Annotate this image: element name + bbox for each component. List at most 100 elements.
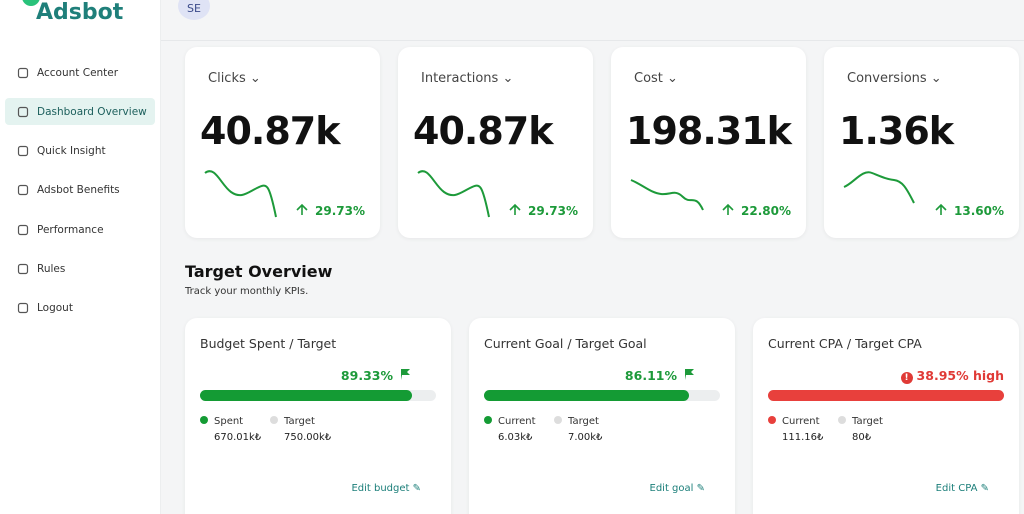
- legend-value: 6.03k₺: [498, 432, 533, 443]
- legend-name: Current: [498, 416, 536, 427]
- edit-link[interactable]: Edit CPA ✎: [935, 483, 989, 494]
- target-percent: 86.11%: [625, 368, 695, 383]
- target-card: Current Goal / Target Goal 86.11% Curren…: [469, 318, 735, 514]
- nav-item[interactable]: Dashboard Overview: [5, 98, 155, 125]
- nav-item[interactable]: Logout: [5, 294, 155, 321]
- logo: Adsbot: [36, 0, 124, 25]
- sparkline: [843, 171, 947, 215]
- nav-label: Quick Insight: [37, 144, 106, 157]
- nav-icon: [17, 67, 29, 78]
- target-percent-text: 89.33%: [340, 368, 393, 383]
- nav-icon: [17, 263, 29, 274]
- nav-label: Logout: [37, 301, 73, 314]
- legend-name: Target: [852, 416, 883, 427]
- edit-link[interactable]: Edit budget ✎: [351, 483, 421, 494]
- legend-name: Spent: [214, 416, 244, 427]
- kpi-title: Interactions ⌄: [421, 71, 514, 86]
- progress-track: [768, 390, 1004, 401]
- kpi-value: 40.87k: [200, 109, 340, 153]
- edit-link[interactable]: Edit goal ✎: [649, 483, 705, 494]
- nav-item[interactable]: Account Center: [5, 59, 155, 86]
- edit-label: Edit CPA: [935, 483, 978, 494]
- legend-item: Current: [768, 416, 820, 427]
- legend-dot: [270, 416, 278, 424]
- edit-label: Edit budget: [351, 483, 410, 494]
- sparkline: [204, 170, 308, 218]
- kpi-title-text: Cost: [634, 71, 663, 86]
- flag-icon: [685, 369, 694, 380]
- section-title: Target Overview: [185, 262, 333, 281]
- sidebar: Adsbot Account Center Dashboard Overview Q…: [0, 0, 161, 514]
- logo-mark: [22, 0, 40, 6]
- legend-value: 750.00k₺: [284, 432, 332, 443]
- nav-label: Dashboard Overview: [37, 105, 147, 118]
- sparkline: [417, 170, 521, 218]
- target-percent-text: 38.95% high: [916, 368, 1004, 383]
- legend-dot: [484, 416, 492, 424]
- nav-item[interactable]: Adsbot Benefits: [5, 176, 155, 203]
- legend-name: Target: [568, 416, 599, 427]
- legend-value: 670.01k₺: [214, 432, 262, 443]
- flag-icon: [401, 369, 410, 380]
- kpi-change: 13.60%: [954, 204, 1004, 218]
- edit-label: Edit goal: [649, 483, 694, 494]
- legend-dot: [200, 416, 208, 424]
- kpi-card[interactable]: Conversions ⌄ 1.36k 13.60%: [824, 47, 1019, 238]
- legend-item: Current: [484, 416, 536, 427]
- target-percent: ! 38.95% high: [900, 368, 1004, 384]
- nav-item[interactable]: Performance: [5, 216, 155, 243]
- legend-item: Target: [838, 416, 883, 427]
- target-card: Current CPA / Target CPA ! 38.95% high Cu…: [753, 318, 1019, 514]
- progress-fill: [484, 390, 690, 401]
- kpi-value: 40.87k: [413, 109, 553, 153]
- legend-dot: [838, 416, 846, 424]
- kpi-card[interactable]: Interactions ⌄ 40.87k 29.73%: [398, 47, 593, 238]
- nav-icon: [17, 145, 29, 156]
- legend-value: 111.16₺: [782, 432, 824, 443]
- nav-item[interactable]: Rules: [5, 255, 155, 282]
- legend-value: 7.00k₺: [568, 432, 603, 443]
- nav-label: Account Center: [37, 66, 119, 79]
- kpi-title-text: Interactions: [421, 71, 499, 86]
- target-card-title: Current CPA / Target CPA: [768, 336, 922, 351]
- kpi-change: 22.80%: [741, 204, 791, 218]
- target-card: Budget Spent / Target 89.33% Spent 670.0…: [185, 318, 451, 514]
- kpi-card[interactable]: Cost ⌄ 198.31k 22.80%: [611, 47, 806, 238]
- nav-icon: [17, 184, 29, 195]
- target-card-title: Budget Spent / Target: [200, 336, 337, 351]
- avatar[interactable]: SE: [178, 0, 210, 20]
- kpi-title-text: Clicks: [208, 71, 246, 86]
- legend-dot: [768, 416, 776, 424]
- kpi-title: Clicks ⌄: [208, 71, 261, 86]
- kpi-value: 198.31k: [626, 109, 792, 153]
- avatar-initials: SE: [187, 2, 201, 15]
- legend-value: 80₺: [852, 432, 872, 443]
- legend-dot: [554, 416, 562, 424]
- nav-item[interactable]: Quick Insight: [5, 137, 155, 164]
- nav-icon: [17, 302, 29, 313]
- kpi-title: Cost ⌄: [634, 71, 678, 86]
- kpi-card[interactable]: Clicks ⌄ 40.87k 29.73%: [185, 47, 380, 238]
- kpi-title-text: Conversions: [847, 71, 927, 86]
- legend-name: Target: [284, 416, 315, 427]
- progress-fill: [768, 390, 1004, 401]
- nav-icon: [17, 224, 29, 235]
- nav-label: Rules: [37, 262, 66, 275]
- section-subtitle: Track your monthly KPIs.: [185, 286, 309, 297]
- nav-label: Performance: [37, 223, 104, 236]
- alert-icon: !: [900, 372, 913, 384]
- target-percent: 89.33%: [341, 368, 411, 383]
- nav-label: Adsbot Benefits: [37, 183, 120, 196]
- kpi-change: 29.73%: [315, 204, 365, 218]
- header-divider: [161, 40, 1024, 41]
- legend-name: Current: [782, 416, 820, 427]
- kpi-value: 1.36k: [839, 109, 954, 153]
- nav-icon: [17, 106, 29, 117]
- kpi-title: Conversions ⌄: [847, 71, 942, 86]
- progress-fill: [200, 390, 413, 401]
- progress-track: [484, 390, 720, 401]
- kpi-change: 29.73%: [528, 204, 578, 218]
- target-card-title: Current Goal / Target Goal: [484, 336, 647, 351]
- sparkline: [630, 179, 734, 215]
